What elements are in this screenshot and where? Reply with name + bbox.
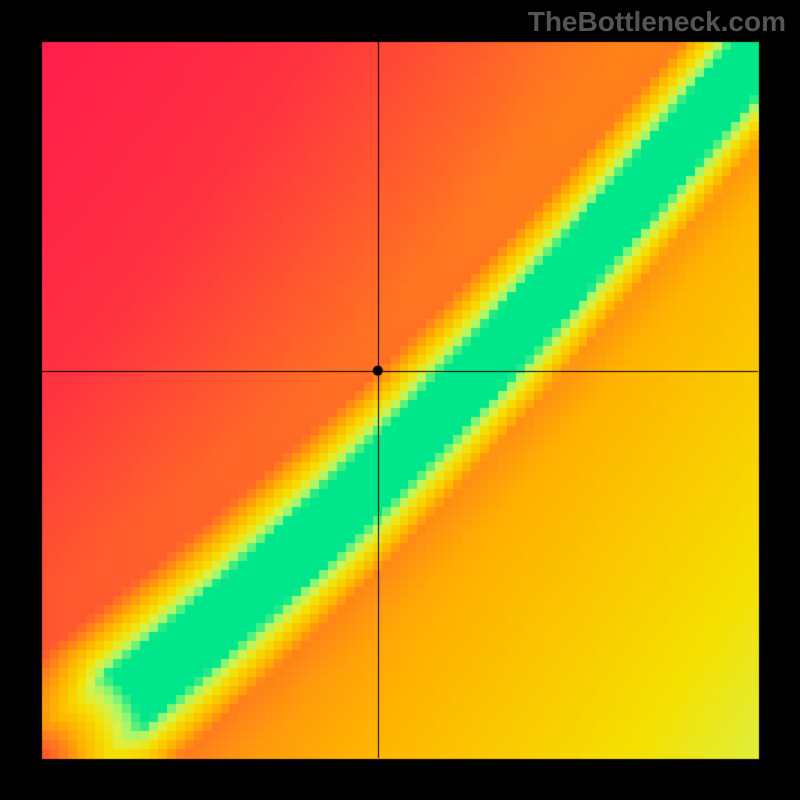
watermark-text: TheBottleneck.com: [528, 6, 786, 38]
bottleneck-heatmap: [0, 0, 800, 800]
